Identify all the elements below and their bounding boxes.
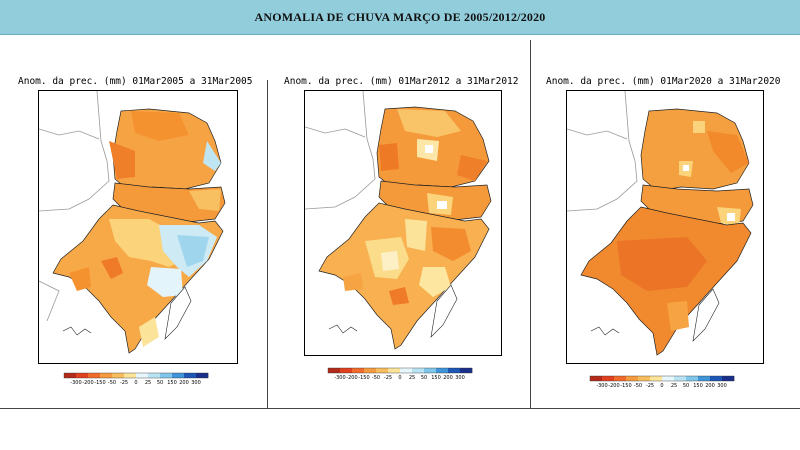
header-bar: ANOMALIA DE CHUVA MARÇO DE 2005/2012/202…	[0, 0, 800, 35]
legend-tick-label: 150	[431, 375, 441, 381]
legend-ticks: -300 -200 -150 -50 -25 0 25 50 150 200 300	[596, 383, 726, 389]
legend-tick-label: -25	[646, 383, 654, 389]
legend-swatch	[590, 376, 603, 381]
legend-swatch	[686, 376, 699, 381]
map-2012	[304, 90, 502, 356]
legend-swatch	[340, 368, 353, 373]
legend-swatch	[614, 376, 627, 381]
legend-tick-label: -300	[596, 383, 607, 389]
legend-tick-label: 150	[167, 380, 177, 386]
anomaly-map	[304, 90, 492, 350]
legend-tick-label: 0	[660, 383, 663, 389]
legend-tick-label: 25	[409, 375, 415, 381]
legend-tick-label: -50	[108, 380, 116, 386]
legend-tick-label: -150	[358, 375, 369, 381]
legend-tick-label: 25	[671, 383, 677, 389]
legend-tick-label: -200	[608, 383, 619, 389]
legend-swatch	[88, 373, 101, 378]
legend-tick-label: 50	[683, 383, 689, 389]
bottom-rule	[0, 408, 800, 409]
legend-swatch	[602, 376, 615, 381]
legend-tick-label: -200	[346, 375, 357, 381]
legend-ticks: -300 -200 -150 -50 -25 0 25 50 150 200 300	[334, 375, 464, 381]
legend-tick-label: 0	[398, 375, 401, 381]
legend-tick-label: -200	[82, 380, 93, 386]
legend-tick-label: 200	[705, 383, 715, 389]
legend-tick-label: 300	[455, 375, 465, 381]
legend-tick-label: 300	[191, 380, 201, 386]
legend-swatch	[196, 373, 209, 378]
legend-outline	[589, 375, 735, 382]
legend-swatches	[327, 367, 473, 374]
legend-swatch	[112, 373, 125, 378]
legend-swatch	[160, 373, 173, 378]
legend-swatch	[124, 373, 137, 378]
legend-swatch	[626, 376, 639, 381]
legend-swatch	[650, 376, 663, 381]
legend-tick-label: -150	[620, 383, 631, 389]
legend-swatch	[662, 376, 675, 381]
legend-swatch	[710, 376, 723, 381]
legend-swatch	[148, 373, 161, 378]
legend-swatch	[460, 368, 473, 373]
panel-title: Anom. da prec. (mm) 01Mar2012 a 31Mar201…	[284, 76, 519, 87]
legend-swatch	[412, 368, 425, 373]
panel-title: Anom. da prec. (mm) 01Mar2005 a 31Mar200…	[18, 76, 253, 87]
legend-swatch	[722, 376, 735, 381]
legend-swatch	[400, 368, 413, 373]
legend-tick-label: -50	[634, 383, 642, 389]
legend-tick-label: 25	[145, 380, 151, 386]
anomaly-map	[566, 90, 754, 356]
legend-swatch	[172, 373, 185, 378]
anomaly-map	[38, 90, 226, 354]
legend-tick-label: 0	[134, 380, 137, 386]
legend-swatch	[100, 373, 113, 378]
color-legend: -300 -200 -150 -50 -25 0 25 50 150 200 300	[63, 372, 209, 386]
page-title: ANOMALIA DE CHUVA MARÇO DE 2005/2012/202…	[254, 9, 546, 24]
legend-swatch	[448, 368, 461, 373]
legend-tick-label: 150	[693, 383, 703, 389]
legend-tick-label: 200	[179, 380, 189, 386]
divider-1	[267, 80, 268, 408]
legend-tick-label: 200	[443, 375, 453, 381]
legend-tick-label: 50	[157, 380, 163, 386]
legend-tick-label: -300	[70, 380, 81, 386]
legend-swatch	[76, 373, 89, 378]
color-legend: -300 -200 -150 -50 -25 0 25 50 150 200 300	[589, 375, 735, 389]
divider-2	[530, 40, 531, 408]
legend-swatch	[698, 376, 711, 381]
legend-swatch	[424, 368, 437, 373]
color-legend: -300 -200 -150 -50 -25 0 25 50 150 200 300	[327, 367, 473, 381]
legend-swatch	[352, 368, 365, 373]
legend-outline	[63, 372, 209, 379]
legend-tick-label: 50	[421, 375, 427, 381]
legend-swatch	[674, 376, 687, 381]
legend-swatch	[364, 368, 377, 373]
legend-ticks: -300 -200 -150 -50 -25 0 25 50 150 200 300	[70, 380, 200, 386]
legend-swatch	[388, 368, 401, 373]
map-2020	[566, 90, 764, 364]
legend-swatch	[184, 373, 197, 378]
legend-tick-label: -25	[384, 375, 392, 381]
legend-swatch	[436, 368, 449, 373]
legend-outline	[327, 367, 473, 374]
legend-swatches	[589, 375, 735, 382]
legend-tick-label: -25	[120, 380, 128, 386]
panel-title: Anom. da prec. (mm) 01Mar2020 a 31Mar202…	[546, 76, 781, 87]
legend-tick-label: -50	[372, 375, 380, 381]
legend-tick-label: -300	[334, 375, 345, 381]
legend-swatch	[638, 376, 651, 381]
legend-tick-label: 300	[717, 383, 727, 389]
map-2005	[38, 90, 238, 364]
legend-swatches	[63, 372, 209, 379]
legend-swatch	[136, 373, 149, 378]
legend-swatch	[64, 373, 77, 378]
legend-tick-label: -150	[94, 380, 105, 386]
legend-swatch	[376, 368, 389, 373]
legend-swatch	[328, 368, 341, 373]
